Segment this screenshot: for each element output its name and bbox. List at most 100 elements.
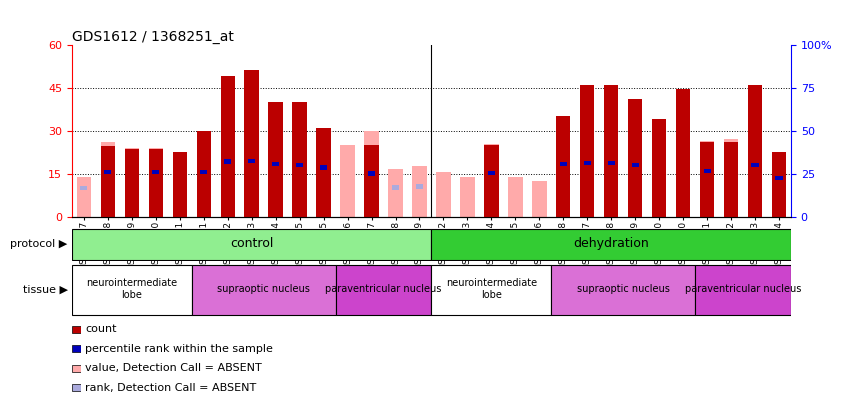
Bar [652, 119, 667, 217]
Bar [80, 186, 87, 190]
Bar [173, 152, 187, 217]
Bar [388, 169, 403, 217]
Bar [560, 162, 567, 166]
Text: supraoptic nucleus: supraoptic nucleus [217, 284, 310, 294]
Bar [431, 265, 552, 315]
Text: count: count [85, 324, 117, 334]
Bar [320, 166, 327, 170]
Text: percentile rank within the sample: percentile rank within the sample [85, 343, 273, 354]
Text: paraventricular nucleus: paraventricular nucleus [326, 284, 442, 294]
Bar [248, 159, 255, 163]
Bar [77, 177, 91, 217]
Bar [460, 177, 475, 217]
Bar [101, 146, 115, 217]
Bar [488, 171, 495, 175]
Bar [484, 143, 498, 217]
Bar [751, 163, 759, 167]
Bar [772, 152, 786, 217]
Bar [508, 177, 523, 217]
Text: rank, Detection Call = ABSENT: rank, Detection Call = ABSENT [85, 382, 256, 392]
Bar [80, 186, 87, 190]
Bar [173, 152, 187, 217]
Bar [484, 145, 498, 217]
Bar [224, 160, 231, 164]
Bar [580, 85, 595, 217]
Text: dehydration: dehydration [574, 237, 649, 250]
Text: supraoptic nucleus: supraoptic nucleus [577, 284, 670, 294]
Bar [437, 172, 451, 217]
Bar [695, 265, 791, 315]
Bar [412, 166, 426, 217]
Bar [772, 152, 786, 217]
Bar [316, 128, 331, 217]
Bar [293, 130, 307, 217]
Text: paraventricular nucleus: paraventricular nucleus [685, 284, 801, 294]
Bar [244, 70, 259, 217]
Bar [724, 142, 739, 217]
Bar [316, 139, 331, 217]
Bar [124, 149, 139, 217]
Bar [604, 128, 618, 217]
Bar [201, 170, 207, 174]
Bar [124, 148, 139, 217]
Bar [72, 228, 431, 260]
Bar [104, 170, 112, 174]
Bar [416, 184, 423, 189]
Bar [748, 85, 762, 217]
Text: protocol ▶: protocol ▶ [10, 239, 68, 249]
Bar [268, 102, 283, 217]
Bar [268, 129, 283, 217]
Bar [73, 326, 80, 333]
Bar [336, 265, 431, 315]
Bar [556, 116, 570, 217]
Bar [676, 89, 690, 217]
Bar [221, 125, 235, 217]
Bar [368, 171, 375, 176]
Bar [149, 149, 163, 217]
Bar [556, 129, 570, 217]
Bar [632, 163, 639, 167]
Bar [676, 130, 690, 217]
Text: control: control [230, 237, 273, 250]
Bar [192, 265, 336, 315]
Bar [293, 102, 307, 217]
Bar [584, 161, 591, 166]
Bar [724, 139, 739, 217]
Bar [73, 364, 80, 372]
Bar [73, 345, 80, 352]
Bar [700, 142, 714, 217]
Bar [748, 130, 762, 217]
Bar [552, 265, 695, 315]
Bar [149, 148, 163, 217]
Text: neurointermediate
lobe: neurointermediate lobe [446, 278, 537, 300]
Bar [196, 130, 211, 217]
Bar [340, 145, 354, 217]
Bar [101, 142, 115, 217]
Bar [604, 85, 618, 217]
Bar [244, 122, 259, 217]
Bar [73, 384, 80, 391]
Bar [392, 185, 399, 190]
Bar [365, 145, 379, 217]
Bar [365, 130, 379, 217]
Bar [607, 161, 615, 166]
Bar [272, 162, 279, 166]
Text: tissue ▶: tissue ▶ [23, 285, 68, 295]
Bar [628, 99, 642, 217]
Bar [580, 128, 595, 217]
Bar [628, 130, 642, 217]
Text: value, Detection Call = ABSENT: value, Detection Call = ABSENT [85, 363, 262, 373]
Bar [652, 134, 667, 217]
Bar [152, 170, 159, 174]
Bar [296, 163, 303, 167]
Bar [196, 130, 211, 217]
Text: GDS1612 / 1368251_at: GDS1612 / 1368251_at [72, 30, 233, 43]
Bar [704, 169, 711, 173]
Bar [72, 265, 192, 315]
Bar [776, 176, 783, 180]
Text: neurointermediate
lobe: neurointermediate lobe [86, 278, 178, 300]
Bar [221, 76, 235, 217]
Bar [532, 181, 547, 217]
Bar [431, 228, 791, 260]
Bar [700, 141, 714, 217]
